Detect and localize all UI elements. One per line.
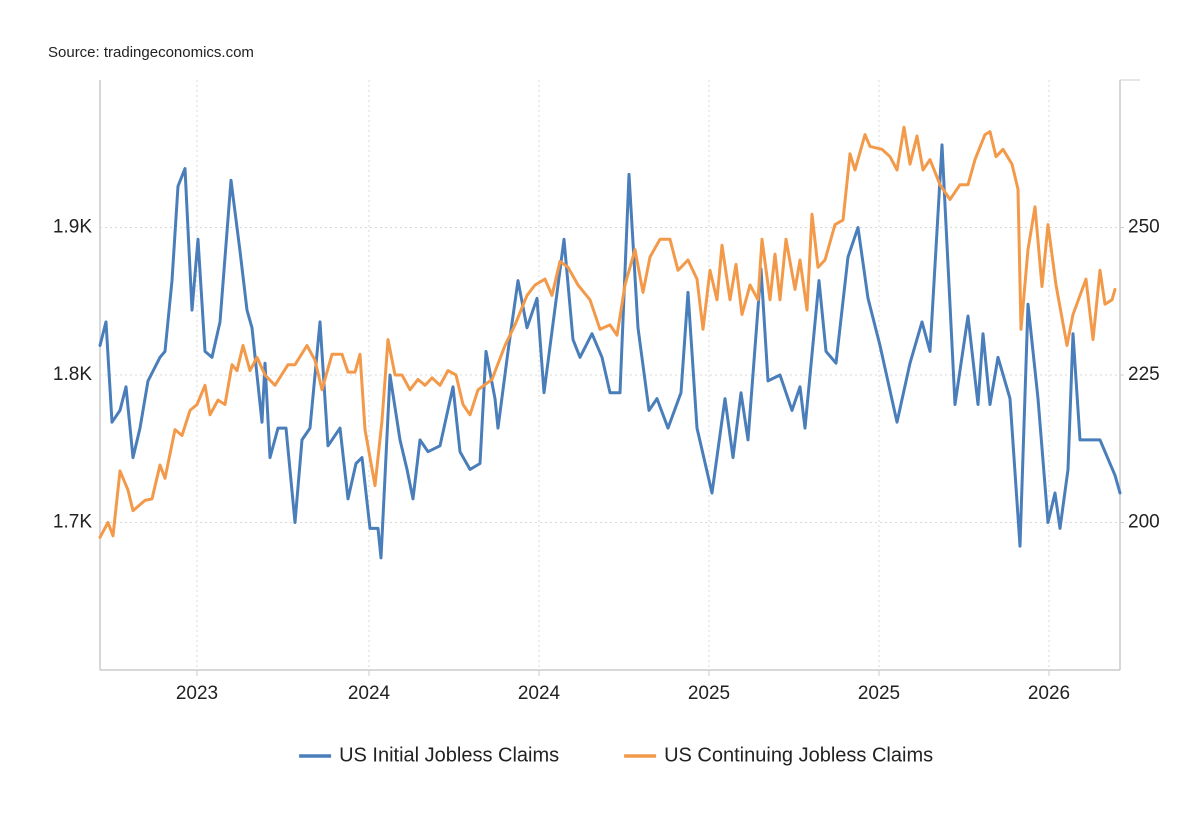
x-tick-label: 2024 [518, 683, 561, 704]
y2-tick-label: 225 [1128, 364, 1160, 385]
legend-label: US Initial Jobless Claims [339, 744, 559, 766]
y2-tick-label: 200 [1128, 512, 1160, 533]
x-tick-label: 2023 [176, 683, 218, 704]
x-tick-label: 2025 [688, 683, 730, 704]
x-tick-label: 2024 [348, 683, 391, 704]
series-line [98, 125, 1117, 539]
source-note: Source: tradingeconomics.com [48, 44, 254, 61]
x-tick-label: 2025 [858, 683, 900, 704]
y-tick-label: 1.9K [53, 217, 92, 238]
y2-tick-label: 250 [1128, 217, 1160, 238]
series-line [98, 143, 1122, 560]
y-tick-label: 1.8K [53, 364, 92, 385]
legend-label: US Continuing Jobless Claims [664, 744, 933, 766]
y-tick-label: 1.7K [53, 512, 92, 533]
x-tick-label: 2026 [1028, 683, 1070, 704]
